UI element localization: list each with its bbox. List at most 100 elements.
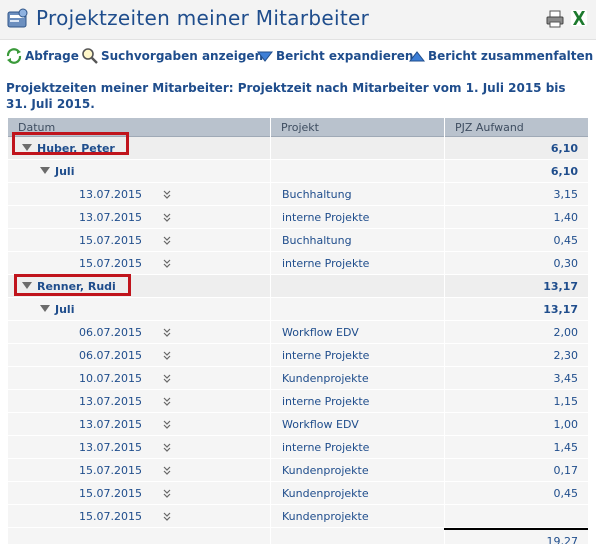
row-amount: 0,45 [553, 487, 579, 500]
month-row[interactable]: Juli 13,17 [8, 298, 588, 321]
query-button-label: Abfrage [25, 49, 79, 63]
chevron-down-icon[interactable] [162, 213, 172, 223]
expand-report-button[interactable]: Bericht expandieren [256, 46, 413, 66]
month-total: 6,10 [550, 165, 578, 178]
row-amount: 1,15 [553, 395, 579, 408]
table-row[interactable]: 15.07.2015 interne Projekte 0,30 [8, 252, 588, 275]
collapse-triangle-icon[interactable] [22, 144, 32, 151]
query-button[interactable]: Abfrage [5, 46, 79, 66]
chevron-down-icon[interactable] [162, 351, 172, 361]
highlight-box [12, 132, 129, 155]
magnifier-icon [82, 48, 98, 64]
chevron-down-icon[interactable] [162, 190, 172, 200]
chevron-down-icon[interactable] [162, 328, 172, 338]
row-amount: 0,17 [553, 464, 579, 477]
column-header-effort[interactable]: PJZ Aufwand [444, 118, 588, 137]
row-date: 06.07.2015 [79, 326, 142, 339]
row-amount: 2,00 [553, 326, 579, 339]
collapse-report-label: Bericht zusammenfalten [428, 49, 594, 63]
row-date: 15.07.2015 [79, 510, 142, 523]
table-row[interactable]: 06.07.2015 Workflow EDV 2,00 [8, 321, 588, 344]
total-rule [444, 528, 588, 530]
row-project: Buchhaltung [282, 188, 352, 201]
refresh-icon [6, 48, 22, 64]
collapse-report-button[interactable]: Bericht zusammenfalten [408, 46, 593, 66]
row-date: 15.07.2015 [79, 487, 142, 500]
row-project: Kundenprojekte [282, 510, 369, 523]
month-name: Juli [40, 160, 74, 183]
print-icon[interactable] [545, 9, 565, 29]
row-date: 13.07.2015 [79, 188, 142, 201]
chevron-down-icon[interactable] [162, 420, 172, 430]
group-row[interactable]: Renner, Rudi 13,17 [8, 274, 588, 298]
chevron-down-icon[interactable] [162, 236, 172, 246]
row-project: interne Projekte [282, 395, 370, 408]
excel-export-icon[interactable] [570, 9, 588, 27]
row-amount: 3,45 [553, 372, 579, 385]
chevron-down-icon[interactable] [162, 397, 172, 407]
collapse-triangle-icon[interactable] [40, 305, 50, 312]
group-name: Renner, Rudi [22, 275, 116, 298]
row-date: 15.07.2015 [79, 257, 142, 270]
title-bar: Projektzeiten meiner Mitarbeiter [0, 0, 596, 40]
grand-total: 19,27 [546, 535, 579, 544]
table-row[interactable]: 13.07.2015 interne Projekte 1,45 [8, 436, 588, 459]
collapse-triangle-icon[interactable] [40, 167, 50, 174]
chevron-down-icon[interactable] [162, 489, 172, 499]
row-project: interne Projekte [282, 441, 370, 454]
group-total: 6,10 [550, 142, 578, 155]
table-row[interactable]: 13.07.2015 interne Projekte 1,15 [8, 390, 588, 413]
table-row[interactable]: 15.07.2015 Buchhaltung 0,45 [8, 229, 588, 252]
row-date: 13.07.2015 [79, 441, 142, 454]
table-row[interactable]: 15.07.2015 Kundenprojekte 0,45 [8, 482, 588, 505]
row-amount: 2,30 [553, 349, 579, 362]
row-amount: 0,30 [553, 257, 579, 270]
row-date: 13.07.2015 [79, 418, 142, 431]
month-row[interactable]: Juli 6,10 [8, 160, 588, 183]
search-defaults-button[interactable]: Suchvorgaben anzeigen [81, 46, 263, 66]
toolbar: Abfrage Suchvorgaben anzeigen Bericht ex… [0, 42, 596, 70]
row-project: Kundenprojekte [282, 487, 369, 500]
row-project: Kundenprojekte [282, 372, 369, 385]
chevron-down-icon[interactable] [162, 259, 172, 269]
row-date: 15.07.2015 [79, 234, 142, 247]
column-header-project[interactable]: Projekt [270, 118, 444, 137]
grand-total-row: 19,27 [8, 528, 588, 544]
table-row[interactable]: 06.07.2015 interne Projekte 2,30 [8, 344, 588, 367]
group-row[interactable]: Huber, Peter 6,10 [8, 132, 588, 160]
page-title: Projektzeiten meiner Mitarbeiter [36, 6, 370, 30]
table-header: Datum Projekt PJZ Aufwand [8, 118, 588, 137]
table-row[interactable]: 15.07.2015 Kundenprojekte [8, 505, 588, 528]
row-amount: 1,00 [553, 418, 579, 431]
row-date: 15.07.2015 [79, 464, 142, 477]
table-row[interactable]: 10.07.2015 Kundenprojekte 3,45 [8, 367, 588, 390]
highlight-box [14, 274, 131, 296]
chevron-down-icon[interactable] [162, 374, 172, 384]
chevron-down-icon[interactable] [162, 466, 172, 476]
row-amount: 3,15 [553, 188, 579, 201]
column-header-date[interactable]: Datum [18, 121, 56, 134]
table-row[interactable]: 13.07.2015 Workflow EDV 1,00 [8, 413, 588, 436]
table-row[interactable]: 13.07.2015 Buchhaltung 3,15 [8, 183, 588, 206]
report-window-icon [7, 8, 28, 28]
report-table: Datum Projekt PJZ Aufwand Huber, Peter 6… [8, 118, 588, 544]
row-project: interne Projekte [282, 349, 370, 362]
row-project: Workflow EDV [282, 326, 359, 339]
collapse-arrow-icon [408, 51, 426, 62]
table-row[interactable]: 15.07.2015 Kundenprojekte 0,17 [8, 459, 588, 482]
chevron-down-icon[interactable] [162, 443, 172, 453]
row-date: 13.07.2015 [79, 211, 142, 224]
row-amount: 1,40 [553, 211, 579, 224]
row-date: 06.07.2015 [79, 349, 142, 362]
table-row[interactable]: 13.07.2015 interne Projekte 1,40 [8, 206, 588, 229]
row-date: 13.07.2015 [79, 395, 142, 408]
row-amount: 1,45 [553, 441, 579, 454]
report-heading: Projektzeiten meiner Mitarbeiter: Projek… [6, 81, 566, 111]
group-name: Huber, Peter [22, 137, 115, 160]
chevron-down-icon[interactable] [162, 512, 172, 522]
row-project: Kundenprojekte [282, 464, 369, 477]
expand-report-label: Bericht expandieren [276, 49, 414, 63]
row-project: Buchhaltung [282, 234, 352, 247]
row-project: interne Projekte [282, 211, 370, 224]
collapse-triangle-icon[interactable] [22, 282, 32, 289]
